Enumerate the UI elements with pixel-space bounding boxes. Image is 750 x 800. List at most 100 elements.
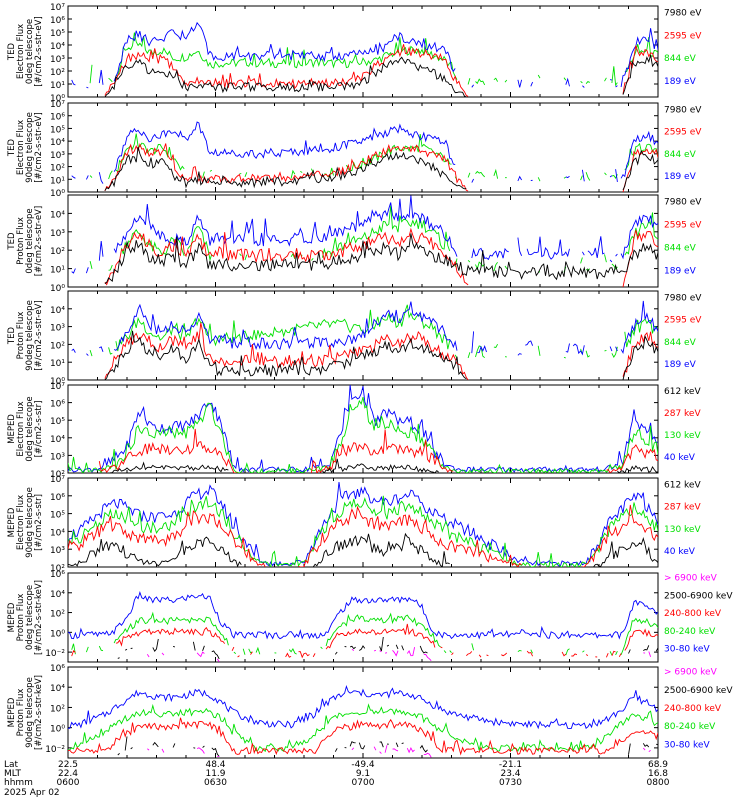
x-tick-mlt: 16.8 [648,769,668,779]
legend-entry: 80-240 keV [664,722,716,732]
x-row-label: Lat [4,760,19,770]
y-tick-label: 10⁵ [50,511,65,521]
series-line-2 [71,611,658,656]
y-tick-label: 10⁴ [50,42,65,52]
legend-entry: 7980 eV [664,9,702,19]
series-line-4 [68,532,658,567]
series-line-1 [89,304,658,359]
y-axis-label-line: TED [7,138,17,157]
legend-entry: 240-800 keV [664,609,722,619]
y-tick-label: 10⁴ [50,590,65,600]
y-tick-label: 10³ [50,55,65,65]
x-tick-hhmm: 0700 [352,778,375,788]
y-axis-label-line: Electron Flux [16,120,26,175]
legend-entry: 612 keV [664,480,701,490]
y-tick-label: 10⁴ [50,684,65,694]
y-axis-label-line: [#/cm2-s-str-keV] [34,580,44,655]
panel-frame [67,102,659,193]
panel-frame [67,5,659,98]
panel-4: 10⁰ 10¹ 10² 10³ 10⁴ TED Proton Flux 90deg teles… [7,290,702,387]
x-tick-lat: 68.9 [648,760,668,770]
series-line-4 [117,736,658,757]
y-axis-label-line: TED [7,326,17,345]
series-line-3 [98,428,658,473]
series-line-2 [71,21,658,89]
series-line-3 [68,717,658,756]
y-tick-label: 10¹ [50,359,65,369]
legend-entry: 189 eV [664,77,697,87]
y-tick-label: 10⁻² [45,649,65,659]
y-tick-label: 10⁷ [50,475,65,485]
x-row-label: hhmm [4,778,33,788]
y-axis-label-line: MEPED [7,414,17,444]
series-line-2 [68,396,658,473]
y-tick-label: 10² [50,564,65,574]
y-tick-label: 10⁴ [50,435,65,445]
y-axis-label-line: TED [7,232,17,251]
series-line-1 [89,32,658,87]
y-tick-label: 10⁷ [50,3,65,13]
y-axis-label-line: 90deg telescope [25,487,35,558]
y-axis-label-line: 0deg telescope [25,208,35,273]
series-line-5 [147,745,654,757]
y-tick-label: 10² [50,164,65,174]
y-tick-label: 10⁶ [50,113,65,123]
y-axis-label-line: Electron Flux [16,495,26,550]
panel-7: 10⁻² 10⁰ 10² 10⁴ 10⁶ MEPED Proton Flux 0deg tel… [7,570,733,663]
y-tick-label: 10⁰ [50,284,65,294]
y-tick-label: 10⁴ [50,210,65,220]
y-tick-label: 10⁰ [50,725,65,735]
legend-entry: 844 eV [664,54,697,64]
y-tick-label: 10⁷ [50,100,65,110]
y-axis-label-line: MEPED [7,507,17,537]
legend-entry: > 6900 keV [664,573,718,583]
y-tick-label: 10⁰ [50,189,65,199]
y-tick-label: 10¹ [50,176,65,186]
legend-entry: 2595 eV [664,316,702,326]
y-axis-label-line: MEPED [7,602,17,632]
series-group [68,591,658,662]
series-group [68,481,658,567]
y-axis-label-line: 0deg telescope [25,396,35,461]
series-line-2 [68,495,658,567]
series-group [71,300,658,380]
y-axis-label-line: Proton Flux [16,689,26,737]
series-line-2 [71,300,658,356]
y-axis-label-line: 90deg telescope [25,677,35,748]
series-line-5 [147,647,654,662]
y-axis-label-line: [#/cm2-s-str-keV] [34,675,44,750]
x-tick-hhmm: 0730 [499,778,522,788]
x-tick-lat: -49.4 [351,760,375,770]
y-tick-label: 10⁶ [50,16,65,26]
y-tick-label: 10³ [50,324,65,334]
y-axis-label-line: [#/cm2-s-str-eV] [34,300,44,370]
legend-entry: 844 eV [664,338,697,348]
legend-entry: 2595 eV [664,128,702,138]
y-tick-label: 10² [50,247,65,257]
y-tick-label: 10³ [50,151,65,161]
series-line-1 [68,685,658,730]
panel-6: 10² 10³ 10⁴ 10⁵ 10⁶ 10⁷ MEPED Electron Flux 90de… [7,475,701,574]
x-tick-mlt: 22.4 [58,769,78,779]
x-tick-lat: 22.5 [58,760,78,770]
y-tick-label: 10² [50,704,65,714]
y-axis-label-line: MEPED [7,697,17,727]
y-tick-label: 10³ [50,546,65,556]
y-axis-label-line: 0deg telescope [25,19,35,84]
panel-1: 10⁰ 10¹ 10² 10³ 10⁴ 10⁵ 10⁶ 10⁷ TED Electron Flux… [7,3,702,104]
y-tick-label: 10⁰ [50,94,65,104]
series-line-4 [117,636,658,660]
y-axis-label-line: 90deg telescope [25,300,35,371]
legend-entry: 30-80 keV [664,740,710,750]
y-tick-label: 10⁴ [50,138,65,148]
x-axis-date: 2025 Apr 02 [4,788,60,798]
y-tick-label: 10⁷ [50,382,65,392]
legend-entry: > 6900 keV [664,668,718,678]
legend-entry: 240-800 keV [664,704,722,714]
x-tick-mlt: 23.4 [500,769,520,779]
legend-entry: 2500-6900 keV [664,686,733,696]
y-axis-label-line: 90deg telescope [25,112,35,183]
legend-entry: 7980 eV [664,198,702,208]
y-tick-label: 10⁴ [50,528,65,538]
panel-3: 10⁰ 10¹ 10² 10³ 10⁴ TED Proton Flux 0deg telesc… [7,194,702,294]
